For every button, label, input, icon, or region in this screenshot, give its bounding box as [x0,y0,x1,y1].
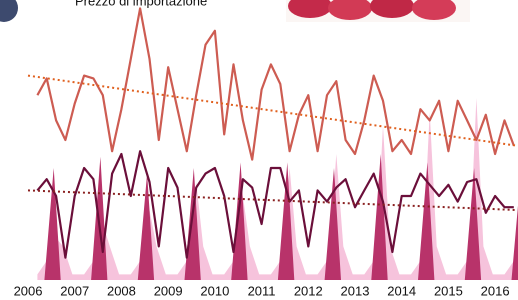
blueberry-image [0,0,18,22]
x-tick-label: 2013 [341,283,370,298]
x-tick-label: 2011 [248,283,276,298]
raspberry-image [286,0,470,22]
x-tick-label: 2016 [481,283,510,298]
chart-title: Prezzo di importazione [75,0,207,8]
line [37,8,513,159]
x-tick-label: 2015 [434,283,463,298]
x-tick-label: 2007 [60,283,89,298]
x-tick-label: 2008 [107,283,136,298]
x-tick-label: 2014 [387,283,416,298]
x-tick-label: 2006 [14,283,43,298]
x-tick-label: 2012 [294,283,323,298]
x-tick-label: 2009 [154,283,183,298]
x-tick-label: 2010 [200,283,229,298]
chart: Prezzo di importazione 2006 2007 2008 2009 2… [0,0,518,300]
line [37,151,513,257]
trend-line [28,76,516,146]
